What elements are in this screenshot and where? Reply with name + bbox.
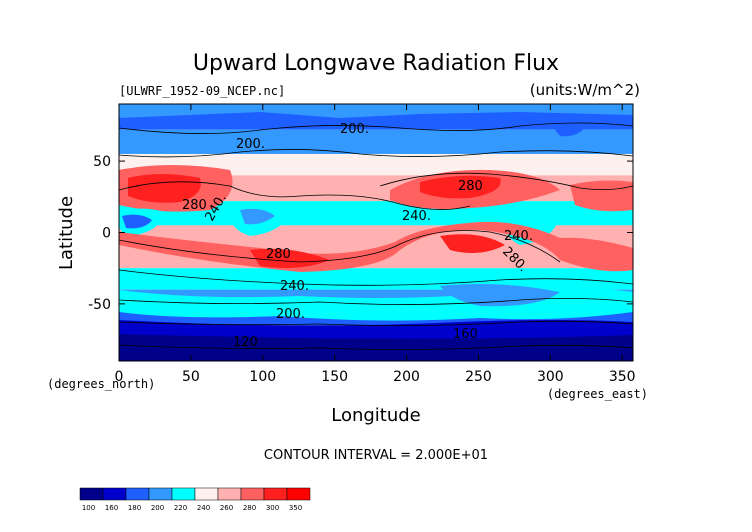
chart-title: Upward Longwave Radiation Flux: [193, 51, 559, 76]
x-tick-label: 200: [393, 369, 420, 385]
field-features: [119, 104, 633, 339]
contour-label: 200.: [236, 137, 265, 152]
contour-interval-label: CONTOUR INTERVAL = 2.000E+01: [264, 448, 488, 463]
field-feature: [570, 180, 633, 212]
contour-label: 280: [266, 247, 291, 262]
x-axis-unit: (degrees_east): [547, 387, 648, 401]
y-tick-label: 0: [102, 226, 111, 242]
dataset-label: [ULWRF_1952-09_NCEP.nc]: [119, 84, 285, 98]
field-feature: [119, 104, 633, 118]
colorbar-swatch: [286, 487, 311, 501]
x-axis-label: Longitude: [331, 405, 421, 426]
contour-label: 240.: [280, 279, 309, 294]
colorbar-swatch: [102, 487, 127, 501]
contour-line: [119, 320, 633, 326]
colorbar-label: 260: [220, 504, 233, 512]
contour-line: [119, 344, 633, 350]
contour-lines: [119, 122, 633, 350]
x-tick-label: 250: [465, 369, 492, 385]
colorbar-swatch: [148, 487, 173, 501]
contour-line: [119, 181, 471, 210]
x-tick-label: 150: [321, 369, 348, 385]
field-feature: [420, 175, 501, 199]
x-tick-label: 350: [609, 369, 636, 385]
colorbar-label: 200: [151, 504, 164, 512]
colorbar: 100 160 180 200 220 240 260 280 300 350: [79, 487, 311, 512]
field-feature: [240, 208, 275, 225]
field-feature: [440, 284, 560, 307]
field-band: [119, 153, 633, 176]
field-feature: [250, 248, 330, 268]
colorbar-swatch: [263, 487, 288, 501]
colorbar-label: 180: [128, 504, 141, 512]
colorbar-label: 160: [105, 504, 118, 512]
y-axis-label: Latitude: [56, 196, 77, 270]
contour-label: 160: [453, 327, 478, 342]
colorbar-swatch: [171, 487, 196, 501]
field-feature: [128, 174, 201, 203]
x-tick-label: 50: [182, 369, 200, 385]
colorbar-label: 280: [243, 504, 256, 512]
colorbar-label: 220: [174, 504, 187, 512]
contour-label: 240.: [402, 209, 431, 224]
contour-line: [379, 172, 633, 190]
contour-line: [119, 269, 633, 286]
colorbar-label: 100: [82, 504, 95, 512]
colorbar-label: 350: [289, 504, 302, 512]
y-tick-label: -50: [88, 297, 111, 313]
x-tick-label: 100: [249, 369, 276, 385]
colorbar-swatch: [194, 487, 219, 501]
x-tick-label: 0: [115, 369, 124, 385]
contour-line: [119, 122, 633, 134]
contour-labels: 200. 200. 280 280 240. 280 240. 240. 280…: [182, 122, 533, 350]
field-feature: [440, 234, 505, 254]
contour-label: 200.: [340, 122, 369, 137]
colorbar-label: 300: [266, 504, 279, 512]
contour-label: 200.: [276, 307, 305, 322]
colorbar-label: 240: [197, 504, 210, 512]
contour-label: 240.: [504, 229, 533, 244]
field-feature: [119, 221, 633, 272]
contour-label: 280: [458, 179, 483, 194]
contour-line: [119, 230, 561, 263]
x-tick-label: 300: [537, 369, 564, 385]
field-feature: [122, 214, 152, 229]
colorbar-swatch: [79, 487, 104, 501]
contour-line: [119, 149, 633, 158]
contour-label: 120: [233, 335, 258, 350]
contour-line: [119, 298, 633, 305]
contour-label: 280: [182, 198, 207, 213]
axes: 0 50 100 150 200 250 300 350 50 0 -50: [88, 104, 636, 385]
units-label: (units:W/m^2): [530, 81, 640, 99]
y-tick-label: 50: [93, 154, 111, 170]
colorbar-swatch: [125, 487, 150, 501]
y-axis-unit: (degrees_north): [47, 377, 155, 391]
plot-area: 200. 200. 280 280 240. 280 240. 240. 280…: [119, 104, 633, 361]
colorbar-swatch: [240, 487, 265, 501]
field-band: [119, 268, 633, 290]
colorbar-swatch: [217, 487, 242, 501]
field-feature: [555, 124, 585, 137]
field-feature: [119, 320, 633, 339]
